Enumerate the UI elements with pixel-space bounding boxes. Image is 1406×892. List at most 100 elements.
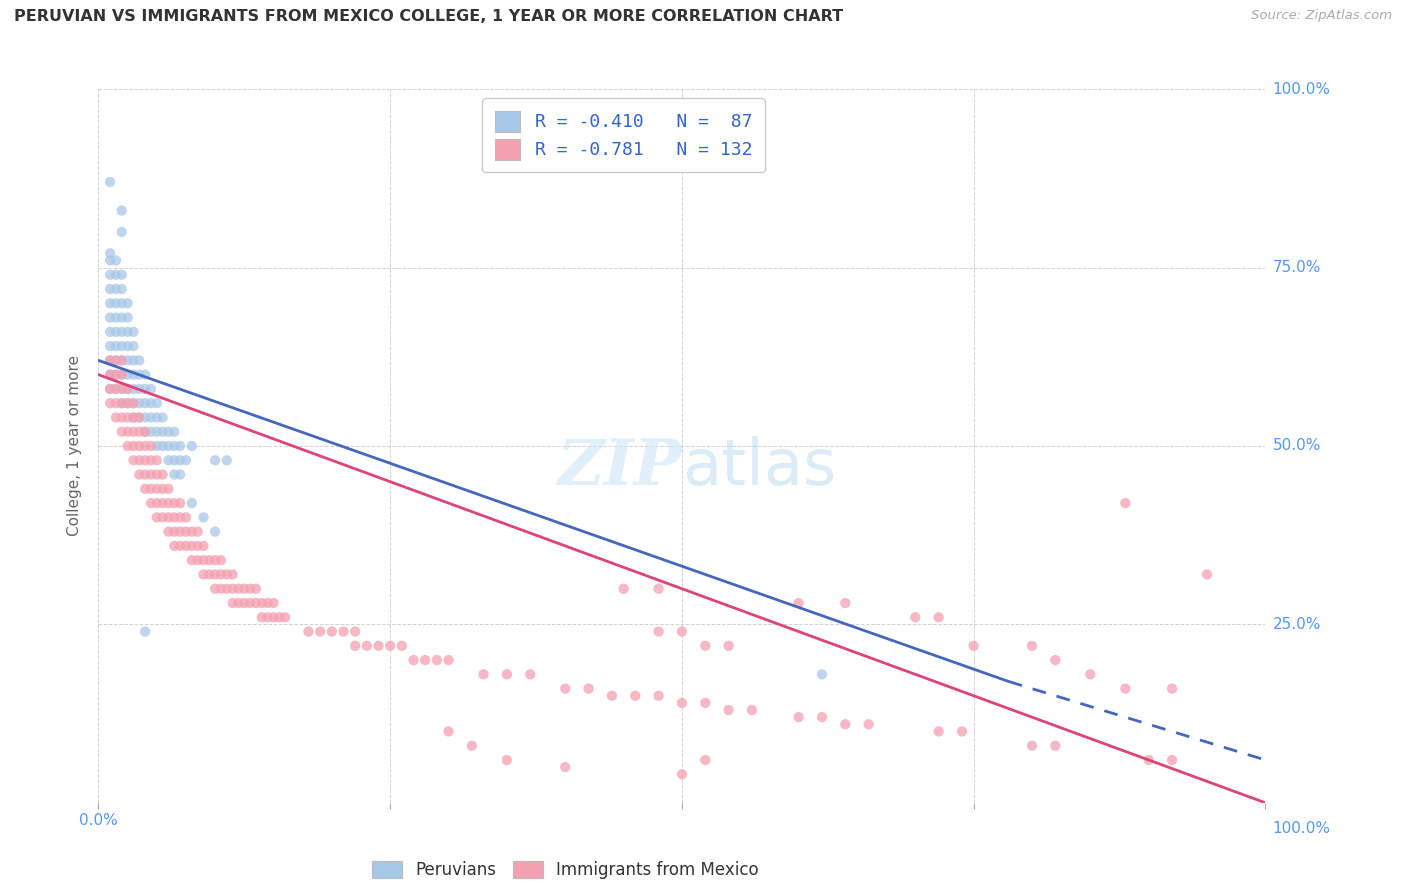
Point	[122, 396, 145, 410]
Point	[157, 439, 180, 453]
Point	[169, 524, 191, 539]
Point	[297, 624, 319, 639]
Point	[134, 467, 156, 482]
Point	[111, 310, 134, 325]
Point	[239, 596, 262, 610]
Point	[98, 246, 121, 260]
Point	[174, 524, 197, 539]
Point	[111, 268, 134, 282]
Point	[128, 382, 150, 396]
Point	[128, 410, 150, 425]
Text: 50.0%: 50.0%	[1272, 439, 1320, 453]
Point	[134, 425, 156, 439]
Point	[367, 639, 389, 653]
Point	[274, 610, 297, 624]
Point	[344, 624, 367, 639]
Point	[269, 610, 291, 624]
Point	[128, 368, 150, 382]
Point	[221, 582, 243, 596]
Point	[717, 639, 740, 653]
Point	[378, 639, 402, 653]
Point	[146, 482, 169, 496]
Point	[187, 524, 209, 539]
Point	[1045, 653, 1067, 667]
Point	[134, 410, 156, 425]
Point	[787, 710, 810, 724]
Text: atlas: atlas	[682, 436, 837, 499]
Point	[169, 467, 191, 482]
Point	[624, 689, 647, 703]
Point	[391, 639, 413, 653]
Point	[256, 610, 278, 624]
Point	[117, 310, 139, 325]
Point	[111, 325, 134, 339]
Point	[111, 296, 134, 310]
Point	[950, 724, 973, 739]
Point	[245, 582, 267, 596]
Point	[117, 296, 139, 310]
Point	[169, 510, 191, 524]
Point	[215, 582, 238, 596]
Point	[332, 624, 354, 639]
Point	[134, 482, 156, 496]
Point	[193, 510, 215, 524]
Point	[495, 667, 517, 681]
Point	[671, 624, 693, 639]
Point	[104, 339, 127, 353]
Point	[163, 496, 186, 510]
Point	[104, 396, 127, 410]
Point	[146, 410, 169, 425]
Point	[437, 724, 460, 739]
Point	[152, 410, 174, 425]
Point	[245, 596, 267, 610]
Point	[139, 410, 162, 425]
Point	[180, 539, 202, 553]
Point	[163, 425, 186, 439]
Point	[169, 496, 191, 510]
Point	[413, 653, 436, 667]
Point	[98, 268, 121, 282]
Point	[128, 467, 150, 482]
Point	[1045, 739, 1067, 753]
Point	[152, 482, 174, 496]
Point	[122, 382, 145, 396]
Point	[122, 410, 145, 425]
Text: 100.0%: 100.0%	[1272, 82, 1330, 96]
Point	[904, 610, 927, 624]
Point	[98, 296, 121, 310]
Point	[228, 596, 250, 610]
Point	[122, 339, 145, 353]
Point	[111, 425, 134, 439]
Point	[117, 382, 139, 396]
Point	[1114, 496, 1136, 510]
Point	[122, 439, 145, 453]
Point	[174, 539, 197, 553]
Point	[98, 175, 121, 189]
Point	[117, 339, 139, 353]
Point	[111, 368, 134, 382]
Point	[111, 382, 134, 396]
Point	[122, 325, 145, 339]
Point	[111, 396, 134, 410]
Point	[233, 596, 256, 610]
Point	[139, 496, 162, 510]
Point	[239, 582, 262, 596]
Point	[1161, 753, 1184, 767]
Point	[163, 439, 186, 453]
Point	[187, 539, 209, 553]
Point	[111, 353, 134, 368]
Point	[1080, 667, 1102, 681]
Point	[356, 639, 378, 653]
Point	[209, 553, 232, 567]
Point	[193, 539, 215, 553]
Point	[209, 582, 232, 596]
Point	[139, 382, 162, 396]
Point	[811, 710, 834, 724]
Point	[139, 453, 162, 467]
Point	[98, 382, 121, 396]
Point	[612, 582, 634, 596]
Point	[221, 567, 243, 582]
Point	[1021, 639, 1043, 653]
Point	[139, 467, 162, 482]
Point	[104, 296, 127, 310]
